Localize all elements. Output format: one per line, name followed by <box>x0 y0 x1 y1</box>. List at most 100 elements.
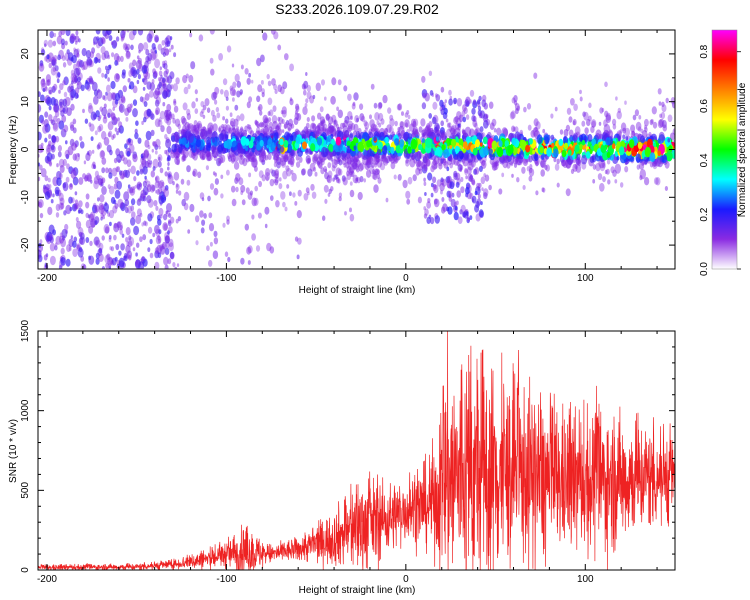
spectrogram-cell <box>281 106 287 115</box>
spectrogram-cell <box>79 141 85 149</box>
spectrogram-cell <box>199 210 204 218</box>
spectrogram-cell <box>433 184 439 194</box>
spectrogram-cell <box>532 149 535 155</box>
spectrogram-cell <box>76 52 80 58</box>
spectrogram-cell <box>38 176 41 182</box>
spectrogram-cell <box>165 114 169 121</box>
spectrogram-cell <box>213 187 219 196</box>
spectrogram-cell <box>159 179 165 188</box>
spectrogram-cell <box>532 127 539 137</box>
spectrogram-cell <box>118 98 123 106</box>
spectrogram-cell <box>163 187 170 198</box>
spectrogram-cell <box>56 163 59 168</box>
spectrogram-cell <box>154 118 161 128</box>
spectrogram-cell <box>404 112 408 118</box>
spectrogram-cell <box>145 55 150 63</box>
spectrogram-cell <box>58 120 65 130</box>
spectrogram-cell <box>40 79 46 88</box>
spectrogram-cell <box>198 323 201 328</box>
spectrogram-cell <box>471 179 476 186</box>
spectrogram-cell <box>129 187 134 194</box>
snr-series-group <box>38 331 675 570</box>
spectrogram-cell <box>474 122 478 129</box>
spectrogram-cell <box>101 186 107 195</box>
spectrogram-cell <box>347 159 352 166</box>
spectrogram-cell <box>158 156 161 161</box>
spectrogram-cell <box>306 117 310 122</box>
spectrogram-cell <box>410 138 418 150</box>
spectrogram-cell <box>416 151 422 160</box>
spectrogram-cell <box>432 101 438 110</box>
spectrogram-cell <box>322 123 328 132</box>
spectrogram-cell <box>212 250 219 259</box>
spectrogram-cell <box>381 155 387 163</box>
spectrogram-cell <box>162 222 168 232</box>
colorbar-tick-label: 0.8 <box>699 44 710 58</box>
spectrogram-cell <box>140 153 144 159</box>
spectrogram-cell <box>102 215 105 220</box>
spectrogram-cell <box>77 248 84 258</box>
spectrogram-cell <box>570 98 575 106</box>
spectrogram-cell <box>166 103 172 112</box>
spectrogram-cell <box>600 144 607 154</box>
spectrogram-cell <box>317 112 322 120</box>
spectrogram-cell <box>239 91 243 96</box>
spectrogram-cell <box>266 242 272 252</box>
spectrogram-cell <box>424 92 430 102</box>
spectrogram-cell <box>326 150 332 160</box>
spectrogram-cell <box>617 107 621 114</box>
spectrogram-cell <box>248 172 252 178</box>
spectrogram-cell <box>162 102 166 107</box>
spectrogram-marks <box>38 23 675 328</box>
spectrogram-cell <box>69 121 75 129</box>
spectrogram-cell <box>72 118 77 125</box>
spectrogram-cell <box>565 188 571 197</box>
spectrogram-cell <box>147 159 151 165</box>
spectrogram-cell <box>551 142 555 148</box>
spectrogram-cell <box>104 50 110 59</box>
spectrogram-cell <box>310 183 315 191</box>
spectrogram-cell <box>446 128 452 137</box>
spectrogram-cell <box>185 73 189 79</box>
spectrogram-cell <box>105 91 108 96</box>
spectrogram-cell <box>539 146 544 154</box>
spectrogram-cell <box>421 138 425 144</box>
spectrogram-cell <box>279 146 285 153</box>
spectrogram-cell <box>155 235 162 245</box>
spectrogram-cell <box>450 198 456 208</box>
spectrogram-cell <box>98 202 104 211</box>
spectrogram-cell <box>70 69 75 76</box>
spectrogram-cell <box>350 123 356 131</box>
spectrogram-cell <box>624 100 627 105</box>
spectrogram-cell <box>209 241 213 247</box>
spectrogram-cell <box>110 112 116 120</box>
spectrogram-cell <box>128 69 133 77</box>
spectrogram-cell <box>133 225 140 236</box>
spectrogram-cell <box>132 59 137 67</box>
spectrogram-cell <box>166 23 171 30</box>
spectrogram-cell <box>575 164 582 173</box>
spectrogram-cell <box>239 113 245 122</box>
spectrogram-cell <box>186 165 191 173</box>
spectrogram-cell <box>353 123 359 132</box>
spectrogram-cell <box>303 193 309 201</box>
spectrogram-cell <box>372 169 376 175</box>
spectrogram-cell <box>320 146 328 158</box>
spectrogram-cell <box>234 177 239 185</box>
spectrogram-cell <box>88 122 92 127</box>
spectrogram-cell <box>175 189 179 194</box>
spectrogram-cell <box>120 243 125 251</box>
spectrogram-cell <box>226 219 230 225</box>
spectrogram-cell <box>202 114 206 119</box>
spectrogram-cell <box>349 132 354 139</box>
spectrogram-cell <box>118 103 125 113</box>
spectrogram-cell <box>42 124 48 134</box>
spectrogram-cell <box>100 36 106 44</box>
spectrogram-cell <box>145 72 151 80</box>
spectrogram-cell <box>284 53 289 61</box>
spectrogram-cell <box>131 188 135 194</box>
spectrogram-cell <box>401 111 404 116</box>
spectrogram-cell <box>98 124 104 132</box>
spectrogram-cell <box>116 154 122 163</box>
spectrogram-cell <box>78 177 84 185</box>
